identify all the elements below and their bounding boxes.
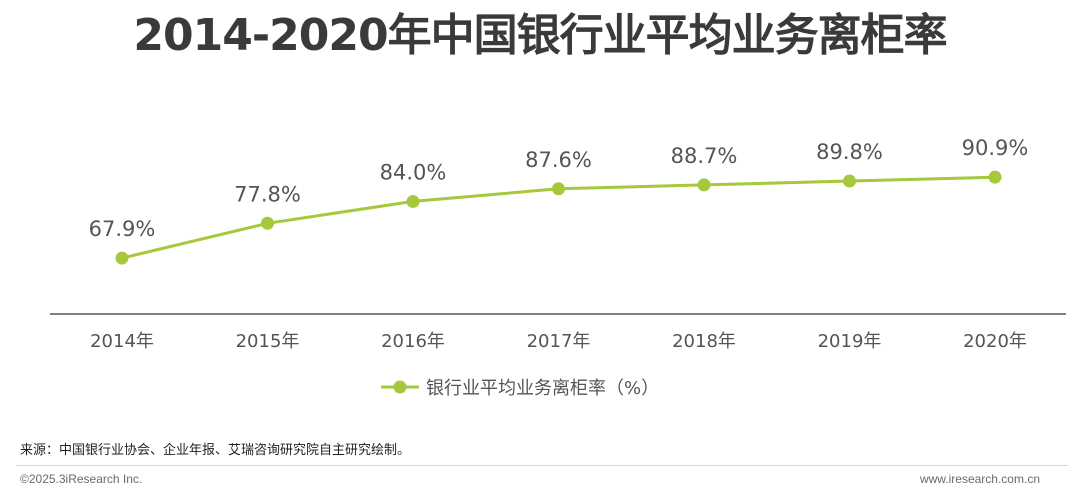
source-note: 来源：中国银行业协会、企业年报、艾瑞咨询研究院自主研究绘制。 [20, 443, 411, 458]
data-label: 89.8% [816, 140, 883, 164]
data-point [697, 178, 711, 192]
data-label: 77.8% [234, 182, 301, 206]
data-point [406, 194, 420, 208]
data-label: 90.9% [962, 136, 1029, 160]
x-tick-label: 2020年 [963, 331, 1027, 352]
legend-marker [393, 380, 407, 394]
x-tick-label: 2018年 [672, 331, 736, 352]
data-label: 87.6% [525, 148, 592, 172]
x-tick-label: 2014年 [90, 331, 154, 352]
data-label: 88.7% [671, 144, 738, 168]
chart-title: 2014-2020年中国银行业平均业务离柜率 [133, 10, 947, 61]
x-tick-label: 2015年 [236, 331, 300, 352]
legend-label: 银行业平均业务离柜率（%） [426, 378, 659, 399]
data-point [261, 216, 274, 230]
data-label: 84.0% [380, 160, 447, 184]
x-tick-label: 2019年 [818, 331, 882, 352]
footer-divider [16, 465, 1068, 466]
x-tick-label: 2016年 [381, 331, 445, 352]
x-tick-label: 2017年 [527, 331, 591, 352]
data-point [552, 182, 565, 196]
data-point [115, 251, 129, 265]
copyright-text: ©2025.3iResearch Inc. [20, 472, 143, 486]
data-label: 67.9% [89, 217, 156, 241]
website-text: www.iresearch.com.cn [919, 472, 1040, 486]
data-point [843, 174, 856, 188]
data-point [988, 170, 1002, 184]
